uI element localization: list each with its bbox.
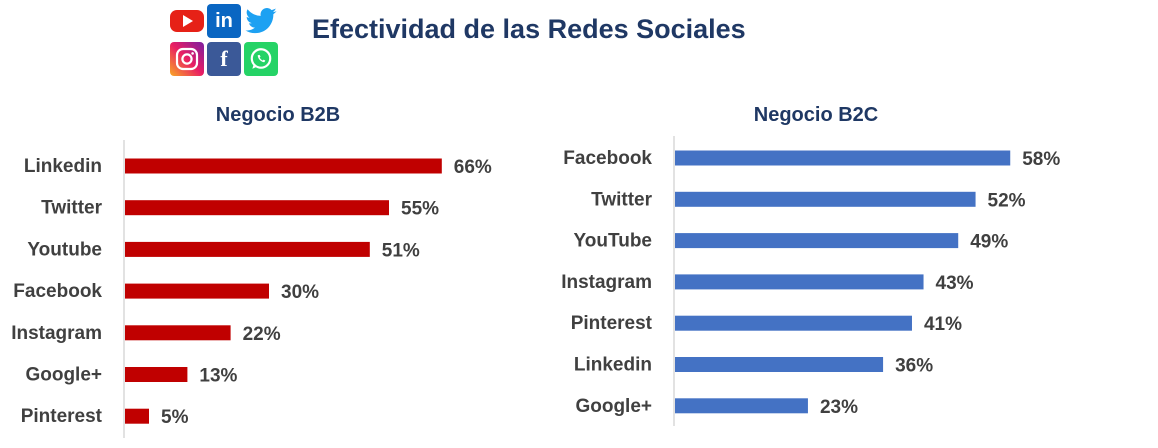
- category-label-b2c-twitter: Twitter: [591, 189, 652, 210]
- value-label-b2b-twitter: 55%: [401, 199, 439, 220]
- chart-title-b2c: Negocio B2C: [753, 104, 879, 126]
- category-label-b2b-pinterest: Pinterest: [21, 406, 103, 427]
- category-label-b2b-facebook: Facebook: [13, 281, 102, 302]
- value-label-b2c-facebook: 58%: [1022, 149, 1060, 170]
- category-label-b2c-google: Google+: [575, 396, 652, 417]
- youtube-logo-icon: [170, 4, 204, 38]
- header: in f Efectividad de las Redes Sociales: [0, 0, 1158, 80]
- page-title: Efectividad de las Redes Sociales: [312, 14, 746, 44]
- linkedin-logo-icon: in: [207, 4, 241, 38]
- bar-b2b-twitter: [125, 200, 389, 216]
- value-label-b2b-youtube: 51%: [382, 240, 420, 261]
- value-label-b2b-instagram: 22%: [243, 324, 281, 345]
- bar-b2c-linkedin: [675, 357, 884, 372]
- bar-b2b-google: [125, 367, 188, 382]
- bar-b2c-youtube: [675, 233, 959, 249]
- bar-b2c-google: [675, 398, 808, 414]
- chart-title-b2b: Negocio B2B: [215, 104, 341, 126]
- bar-b2b-youtube: [125, 241, 370, 257]
- category-label-b2c-facebook: Facebook: [563, 148, 652, 169]
- category-label-b2c-youtube: YouTube: [574, 231, 652, 252]
- value-label-b2c-youtube: 49%: [970, 232, 1008, 253]
- value-label-b2b-google: 13%: [199, 366, 237, 387]
- category-label-b2b-twitter: Twitter: [41, 198, 102, 219]
- category-label-b2b-linkedin: Linkedin: [24, 156, 102, 177]
- twitter-logo-icon: [244, 4, 278, 38]
- bar-b2b-facebook: [125, 283, 269, 299]
- bar-b2c-instagram: [675, 274, 924, 290]
- value-label-b2c-twitter: 52%: [988, 190, 1026, 211]
- facebook-logo-icon: f: [207, 42, 241, 76]
- category-label-b2c-linkedin: Linkedin: [574, 355, 652, 376]
- bar-b2b-pinterest: [125, 408, 149, 424]
- category-label-b2b-instagram: Instagram: [11, 323, 102, 344]
- bar-b2c-twitter: [675, 191, 976, 207]
- instagram-logo-icon: [170, 42, 204, 76]
- bar-b2b-linkedin: [125, 158, 442, 174]
- value-label-b2b-pinterest: 5%: [161, 407, 189, 428]
- category-label-b2c-pinterest: Pinterest: [571, 313, 653, 334]
- value-label-b2b-linkedin: 66%: [454, 157, 492, 178]
- value-label-b2c-instagram: 43%: [936, 273, 974, 294]
- value-label-b2c-pinterest: 41%: [924, 314, 962, 335]
- bar-b2c-facebook: [675, 150, 1011, 166]
- social-logos: in f: [170, 4, 280, 76]
- category-label-b2b-google: Google+: [25, 365, 102, 386]
- whatsapp-logo-icon: [244, 42, 278, 76]
- category-label-b2b-youtube: Youtube: [27, 239, 102, 260]
- category-label-b2c-instagram: Instagram: [561, 272, 652, 293]
- value-label-b2b-facebook: 30%: [281, 282, 319, 303]
- bar-b2b-instagram: [125, 325, 231, 341]
- value-label-b2c-linkedin: 36%: [895, 356, 933, 377]
- bar-b2c-pinterest: [675, 315, 912, 331]
- value-label-b2c-google: 23%: [820, 397, 858, 418]
